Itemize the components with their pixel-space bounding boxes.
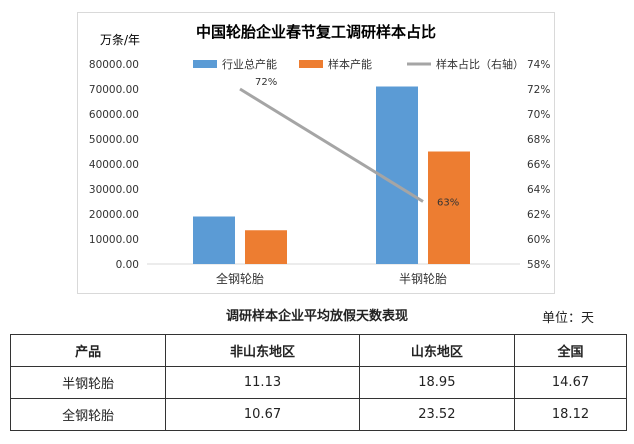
y2-tick-label: 70%: [527, 109, 550, 121]
y-tick-label: 60000.00: [89, 109, 139, 121]
y2-tick-label: 60%: [527, 234, 550, 246]
chart-frame: [77, 12, 555, 294]
chart-title: 中国轮胎企业春节复工调研样本占比: [196, 23, 436, 41]
y-tick-label: 40000.00: [89, 159, 139, 171]
legend-label: 行业总产能: [222, 57, 277, 71]
legend-swatch: [299, 60, 323, 68]
y2-tick-label: 62%: [527, 209, 550, 221]
legend-swatch: [193, 60, 217, 68]
x-tick-label: 半钢轮胎: [399, 272, 447, 286]
table-cell: 11.13: [165, 366, 360, 399]
table-caption: 调研样本企业平均放假天数表现: [225, 309, 408, 324]
y-axis-label: 万条/年: [100, 33, 140, 47]
x-tick-label: 全钢轮胎: [216, 271, 264, 286]
bar: [245, 230, 287, 264]
table-header-row: 产品 非山东地区 山东地区 全国: [9, 334, 627, 367]
header-national: 全国: [514, 334, 627, 367]
series-line: [239, 87, 424, 203]
y2-axis-ticks: 74% 72% 70% 68% 66% 64% 62% 60% 58%: [527, 59, 550, 271]
y-tick-label: 70000.00: [89, 84, 139, 96]
table-cell: 10.67: [165, 398, 360, 431]
y2-tick-label: 72%: [527, 84, 550, 96]
y2-tick-label: 66%: [527, 159, 550, 171]
legend-label: 样本产能: [328, 57, 372, 71]
y-tick-label: 80000.00: [89, 59, 139, 71]
chart-svg: 中国轮胎企业春节复工调研样本占比 万条/年 行业总产能 样本产能 样本占比（右轴） …: [89, 23, 550, 286]
data-label: 72%: [255, 77, 277, 88]
table-cell: 全钢轮胎: [9, 398, 167, 431]
legend-label: 样本占比（右轴）: [436, 57, 524, 71]
table-row: 全钢轮胎 10.67 23.52 18.12: [9, 398, 627, 431]
bars: [193, 86, 470, 264]
y2-tick-label: 68%: [527, 134, 550, 146]
header-shandong: 山东地区: [358, 334, 516, 367]
y-tick-label: 20000.00: [89, 209, 139, 221]
x-axis-ticks: 全钢轮胎 半钢轮胎: [216, 271, 447, 286]
y2-tick-label: 74%: [527, 59, 550, 71]
unit-label: 单位：天: [541, 311, 594, 326]
holiday-days-table: 产品 非山东地区 山东地区 全国 半钢轮胎 11.13 18.95 14.67 …: [9, 334, 627, 431]
y2-tick-label: 58%: [527, 259, 550, 271]
data-label: 63%: [437, 198, 459, 209]
y-tick-label: 50000.00: [89, 134, 139, 146]
header-non-shandong: 非山东地区: [165, 334, 360, 367]
table-cell: 18.12: [514, 398, 627, 431]
line-series: 72% 63%: [239, 77, 459, 209]
y-tick-label: 10000.00: [89, 234, 139, 246]
table-cell: 半钢轮胎: [9, 366, 167, 399]
table-cell: 18.95: [358, 366, 516, 399]
y-axis-ticks: 80000.00 70000.00 60000.00 50000.00 40000.00…: [89, 59, 139, 271]
bar: [193, 216, 235, 264]
table-row: 半钢轮胎 11.13 18.95 14.67: [9, 366, 627, 399]
header-product: 产品: [9, 334, 167, 367]
legend: 行业总产能 样本产能 样本占比（右轴）: [193, 57, 524, 71]
table-cell: 23.52: [358, 398, 516, 431]
y-tick-label: 30000.00: [89, 184, 139, 196]
table-cell: 14.67: [514, 366, 627, 399]
y2-tick-label: 64%: [527, 184, 550, 196]
bar: [428, 151, 470, 264]
y-tick-label: 0.00: [116, 259, 139, 271]
